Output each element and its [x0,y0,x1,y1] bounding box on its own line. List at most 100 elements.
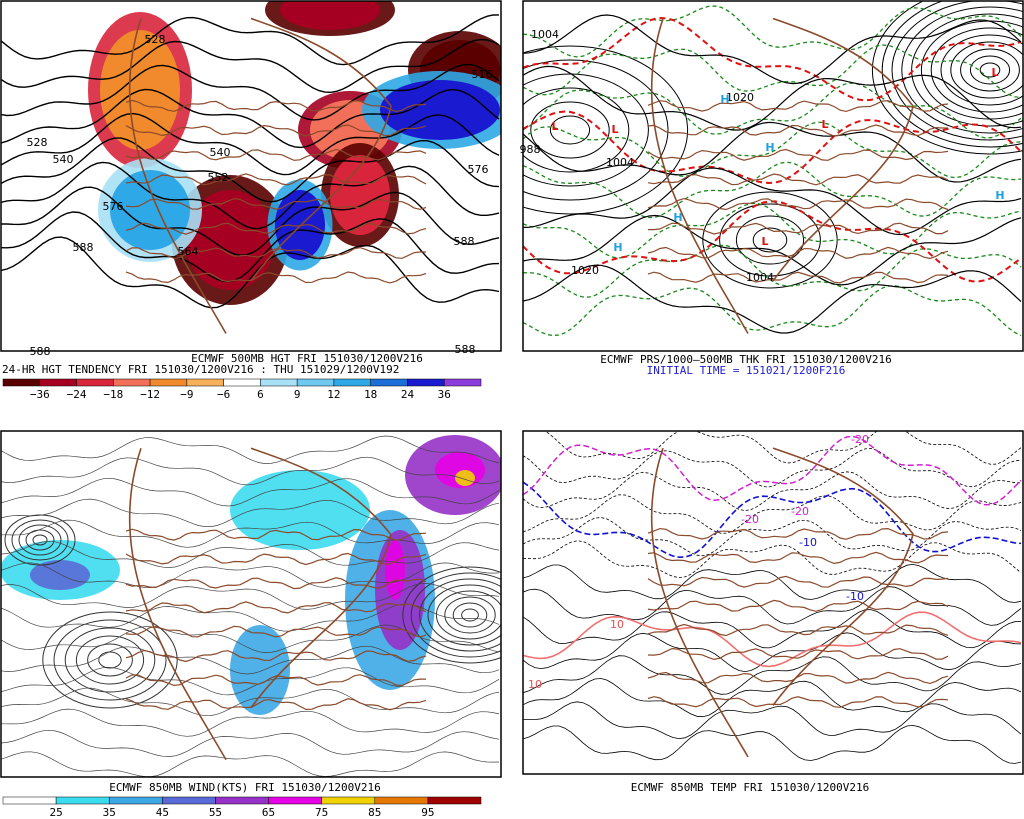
contour-label: -20 [851,433,869,446]
thickness-contour [523,244,1022,298]
colorbar-swatch [162,796,216,805]
contour [881,1,1023,148]
contour-label: -20 [741,513,759,526]
pressure-center: H [765,141,774,154]
temp-contour [523,481,1022,559]
contour [87,643,133,677]
panel-title: ECMWF 850MB WIND(KTS) FRI 151030/1200V21… [109,781,381,794]
contour [960,48,1020,92]
colorbar-swatch [113,378,151,387]
contour [523,59,669,201]
contour-label: 1020 [571,264,599,277]
contour-label: 528 [27,136,48,149]
colorbar-swatch [55,796,110,805]
pressure-center: H [613,241,622,254]
contour [42,611,178,709]
panel-subtitle: 24-HR HGT TENDENCY FRI 151030/1200V216 :… [2,363,399,376]
contour [523,45,689,215]
pressure-contour [523,167,1022,236]
contour [969,55,1011,85]
thickness-contour [523,44,1022,98]
contour [452,602,488,628]
height-contour [1,88,500,149]
colorbar-swatch [268,796,322,805]
contour [25,529,55,551]
contour [427,584,501,646]
coastline [128,17,392,334]
pressure-center: L [611,123,618,136]
tendency-blob [330,155,390,235]
colorbar-swatch [186,378,224,387]
colorbar-label: −12 [140,388,160,401]
pressure-contour [523,65,1022,131]
streamline [1,645,500,675]
colorbar-label: −9 [180,388,193,401]
thickness-contour [523,110,1022,185]
contour [402,566,501,664]
contour [940,34,1023,106]
contour [735,215,805,265]
contour [530,101,610,159]
pressure-center: H [720,93,729,106]
contour-label: 588 [30,345,51,358]
streamline [1,666,500,696]
temp-contour [523,655,1022,695]
contour-label: -10 [846,590,864,603]
contour [979,62,1001,78]
tendency-blob [110,170,190,250]
borders [647,527,949,708]
thickness-contour [523,285,1022,337]
temp-contour [523,471,1022,512]
wind-blob [30,560,90,590]
pressure-center: H [673,211,682,224]
pressure-contour [523,214,1022,286]
colorbar-label: 25 [49,806,62,819]
map-frame [0,430,502,778]
contour-label: 528 [145,33,166,46]
colorbar-swatch [2,378,41,387]
contour-label: 576 [468,163,489,176]
pressure-center: H [995,189,1004,202]
temp-contour [523,540,1022,579]
map-panel [523,1,1023,337]
coastline [128,447,392,761]
contour-label: 540 [53,153,74,166]
contour [11,519,69,561]
map-panel [1,1,501,334]
wind-blob [385,540,405,600]
colorbar-swatch [296,378,335,387]
map-frame [0,0,502,352]
height-contour [1,38,500,94]
height-contour [1,63,500,121]
contour-label: 1020 [726,91,754,104]
contour [549,115,591,145]
contour-label: 1004 [531,28,559,41]
colorbar-swatch [149,378,188,387]
colorbar-label: 6 [257,388,264,401]
tendency-blob [185,190,275,290]
colorbar-label: 36 [438,388,451,401]
contour [64,627,156,693]
height-contour [1,137,500,203]
colorbar-swatch [427,796,482,805]
colorbar-swatch [333,378,371,387]
colorbar-label: 85 [368,806,381,819]
streamline [1,477,500,507]
temp-contour [523,701,1022,740]
thickness-contour [523,82,1022,139]
contour-label: -20 [791,505,809,518]
contour [98,651,122,669]
pressure-center: L [551,120,558,133]
coastline [650,447,914,758]
borders [125,99,427,284]
panel-title: ECMWF 500MB HGT FRI 151030/1200V216 [191,352,423,365]
contour [410,572,501,658]
streamline [1,519,500,548]
map-panel [1,435,501,777]
map-panel [523,431,1022,764]
temp-contour [523,609,1022,649]
wind-blob [230,470,370,550]
coastline [650,17,914,334]
colorbar-label: 18 [364,388,377,401]
